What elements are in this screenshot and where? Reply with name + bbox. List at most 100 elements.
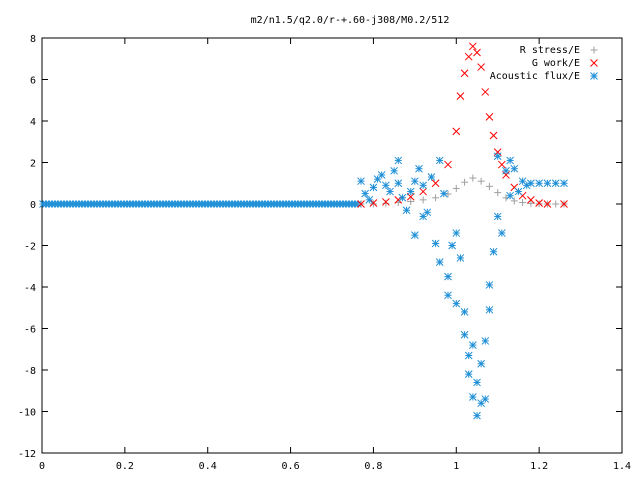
- x-tick-label: 0: [39, 461, 45, 472]
- data-point: [390, 166, 398, 175]
- data-point: [440, 189, 448, 198]
- data-point: [382, 181, 390, 190]
- x-tick-label: 1.2: [530, 461, 548, 472]
- data-point: [411, 231, 419, 239]
- data-point: [493, 152, 502, 161]
- data-point: [498, 160, 506, 169]
- data-point: [406, 187, 415, 196]
- data-point: [464, 52, 473, 61]
- data-point: [369, 199, 378, 207]
- data-point: [452, 299, 461, 308]
- legend-label: R stress/E: [520, 45, 580, 56]
- y-tick-label: 4: [30, 117, 36, 128]
- y-tick-label: -4: [24, 283, 36, 294]
- x-tick-label: 0.2: [116, 461, 134, 472]
- series-acoustic-flux-baseline: [39, 200, 362, 208]
- data-point: [394, 156, 403, 165]
- y-tick-label: -8: [24, 366, 36, 377]
- legend-label: Acoustic flux/E: [490, 71, 580, 82]
- y-tick-label: 2: [30, 159, 36, 170]
- data-point: [469, 174, 477, 182]
- data-point: [461, 178, 469, 186]
- data-point: [535, 199, 543, 207]
- y-tick-label: -2: [24, 242, 36, 253]
- data-point: [394, 179, 403, 188]
- data-point: [464, 351, 473, 360]
- data-point: [510, 164, 519, 173]
- data-point: [473, 378, 481, 387]
- y-tick-label: -10: [18, 408, 36, 419]
- data-point: [527, 199, 535, 207]
- data-point: [485, 281, 494, 289]
- data-point: [423, 208, 432, 217]
- data-point: [452, 127, 461, 136]
- data-point: [419, 181, 427, 190]
- data-point: [427, 173, 436, 181]
- data-point: [444, 160, 452, 169]
- data-point: [419, 196, 427, 204]
- x-tick-label: 1: [453, 461, 459, 472]
- data-point: [473, 48, 481, 57]
- data-point: [485, 112, 494, 121]
- data-point: [469, 341, 477, 349]
- data-point: [357, 177, 365, 186]
- data-point: [489, 131, 498, 140]
- data-point: [435, 156, 444, 165]
- data-point: [402, 206, 411, 215]
- plot-frame: [41, 37, 623, 454]
- data-point: [485, 305, 494, 314]
- data-point: [481, 337, 490, 345]
- data-point: [535, 179, 543, 188]
- y-tick-label: 8: [30, 34, 36, 45]
- data-point: [477, 359, 485, 368]
- series-2: [357, 152, 568, 420]
- data-point: [510, 197, 518, 205]
- data-point: [527, 195, 535, 204]
- data-point: [543, 179, 552, 188]
- data-point: [431, 179, 440, 188]
- y-tick-label: -12: [18, 449, 36, 460]
- data-point: [460, 308, 469, 316]
- data-point: [415, 164, 423, 173]
- data-point: [535, 200, 543, 208]
- data-point: [473, 411, 481, 420]
- data-point: [464, 370, 473, 379]
- x-tick-label: 0.4: [199, 461, 217, 472]
- data-point: [407, 198, 415, 206]
- data-point: [432, 194, 440, 202]
- data-point: [460, 69, 469, 78]
- data-point: [444, 291, 452, 300]
- data-point: [382, 198, 390, 206]
- data-point: [502, 166, 510, 175]
- y-tick-label: 6: [30, 76, 36, 87]
- x-tick-label: 0.6: [282, 461, 300, 472]
- data-point: [485, 182, 493, 190]
- data-point: [365, 195, 374, 204]
- data-point: [369, 200, 377, 208]
- data-point: [560, 179, 568, 188]
- legend-marker: [590, 59, 598, 67]
- data-point: [444, 272, 452, 281]
- x-tick-label: 0.8: [364, 461, 382, 472]
- data-point: [361, 189, 369, 198]
- data-point: [435, 258, 444, 266]
- series-0: [357, 174, 568, 208]
- data-point: [552, 200, 560, 208]
- x-tick-label: 1.4: [613, 461, 631, 472]
- legend: R stress/E G work/E Acoustic flux/E: [490, 45, 598, 82]
- legend-marker: [590, 72, 598, 80]
- data-point: [527, 179, 535, 188]
- data-point: [398, 193, 407, 202]
- data-point: [477, 63, 485, 71]
- data-point: [477, 177, 485, 185]
- data-point: [489, 247, 498, 256]
- data-point: [493, 212, 502, 221]
- data-point: [452, 229, 461, 237]
- data-point: [514, 187, 523, 196]
- data-point: [506, 191, 514, 200]
- data-point: [494, 189, 502, 197]
- data-point: [481, 395, 490, 403]
- data-point: [469, 42, 477, 51]
- y-tick-label: -6: [24, 325, 36, 336]
